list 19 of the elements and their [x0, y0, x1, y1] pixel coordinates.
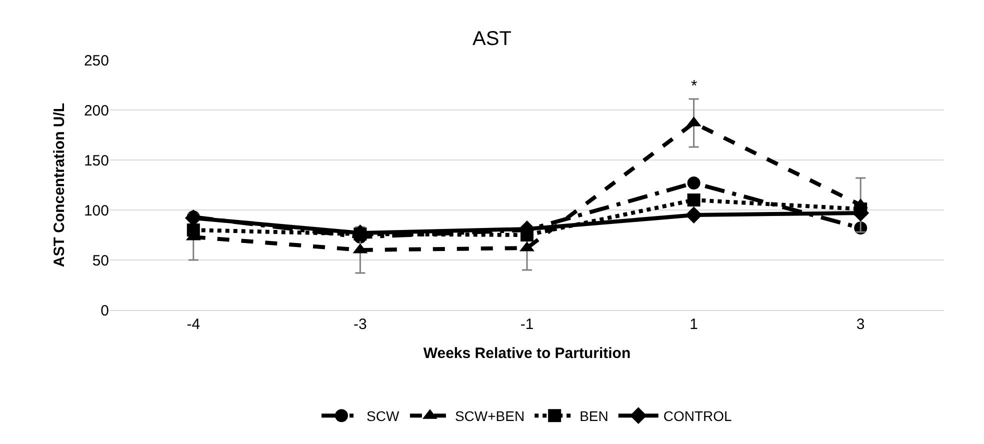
- x-tick-label: -3: [354, 316, 367, 333]
- chart-title: AST: [472, 28, 512, 50]
- y-tick-label: 50: [92, 252, 109, 270]
- x-tick-label: 1: [690, 316, 698, 333]
- legend-label: SCW: [366, 408, 400, 424]
- y-tick-label: 200: [84, 102, 109, 120]
- legend-label: BEN: [580, 408, 608, 424]
- y-tick-label: 250: [84, 52, 109, 70]
- annotation: *: [691, 78, 698, 95]
- legend-label: SCW+BEN: [454, 408, 525, 424]
- legend-label: CONTROL: [663, 408, 732, 424]
- y-axis-title: AST Concentration U/L: [51, 102, 68, 268]
- x-tick-label: 3: [856, 316, 865, 333]
- x-axis-title: Weeks Relative to Parturition: [423, 345, 631, 362]
- y-tick-label: 150: [84, 152, 109, 170]
- y-tick-label: 0: [100, 302, 109, 320]
- y-tick-label: 100: [84, 202, 109, 220]
- x-tick-label: -4: [186, 316, 200, 333]
- x-tick-label: -1: [520, 316, 534, 333]
